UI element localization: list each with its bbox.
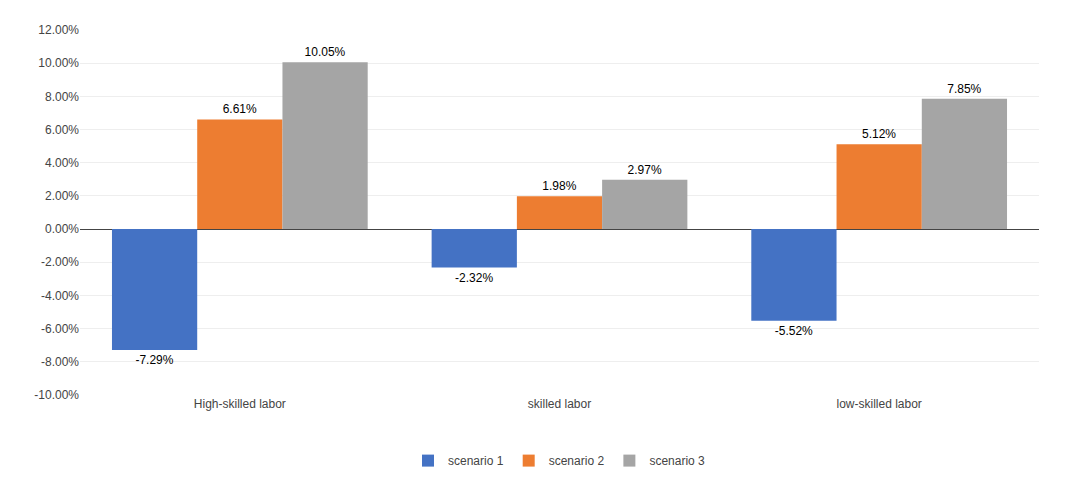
svg-text:scenario 3: scenario 3 [649,454,705,468]
svg-text:scenario 1: scenario 1 [448,454,504,468]
svg-text:-2.32%: -2.32% [455,271,493,285]
svg-text:4.00%: 4.00% [45,156,79,170]
svg-text:10.05%: 10.05% [305,45,346,59]
svg-text:6.61%: 6.61% [223,102,257,116]
svg-text:-10.00%: -10.00% [34,388,79,402]
svg-text:-7.29%: -7.29% [135,353,173,367]
svg-text:-2.00%: -2.00% [41,255,79,269]
svg-text:7.85%: 7.85% [947,82,981,96]
svg-text:High-skilled labor: High-skilled labor [194,397,286,411]
svg-text:2.97%: 2.97% [628,163,662,177]
svg-text:12.00%: 12.00% [38,23,79,37]
svg-text:1.98%: 1.98% [542,179,576,193]
svg-text:-8.00%: -8.00% [41,355,79,369]
svg-text:2.00%: 2.00% [45,189,79,203]
svg-text:-5.52%: -5.52% [775,324,813,338]
svg-text:scenario 2: scenario 2 [549,454,605,468]
svg-text:-6.00%: -6.00% [41,322,79,336]
svg-text:0.00%: 0.00% [45,222,79,236]
svg-text:low-skilled labor: low-skilled labor [836,397,921,411]
svg-text:5.12%: 5.12% [862,127,896,141]
svg-text:10.00%: 10.00% [38,56,79,70]
svg-text:-4.00%: -4.00% [41,289,79,303]
svg-text:skilled labor: skilled labor [528,397,591,411]
svg-text:8.00%: 8.00% [45,90,79,104]
svg-text:6.00%: 6.00% [45,123,79,137]
